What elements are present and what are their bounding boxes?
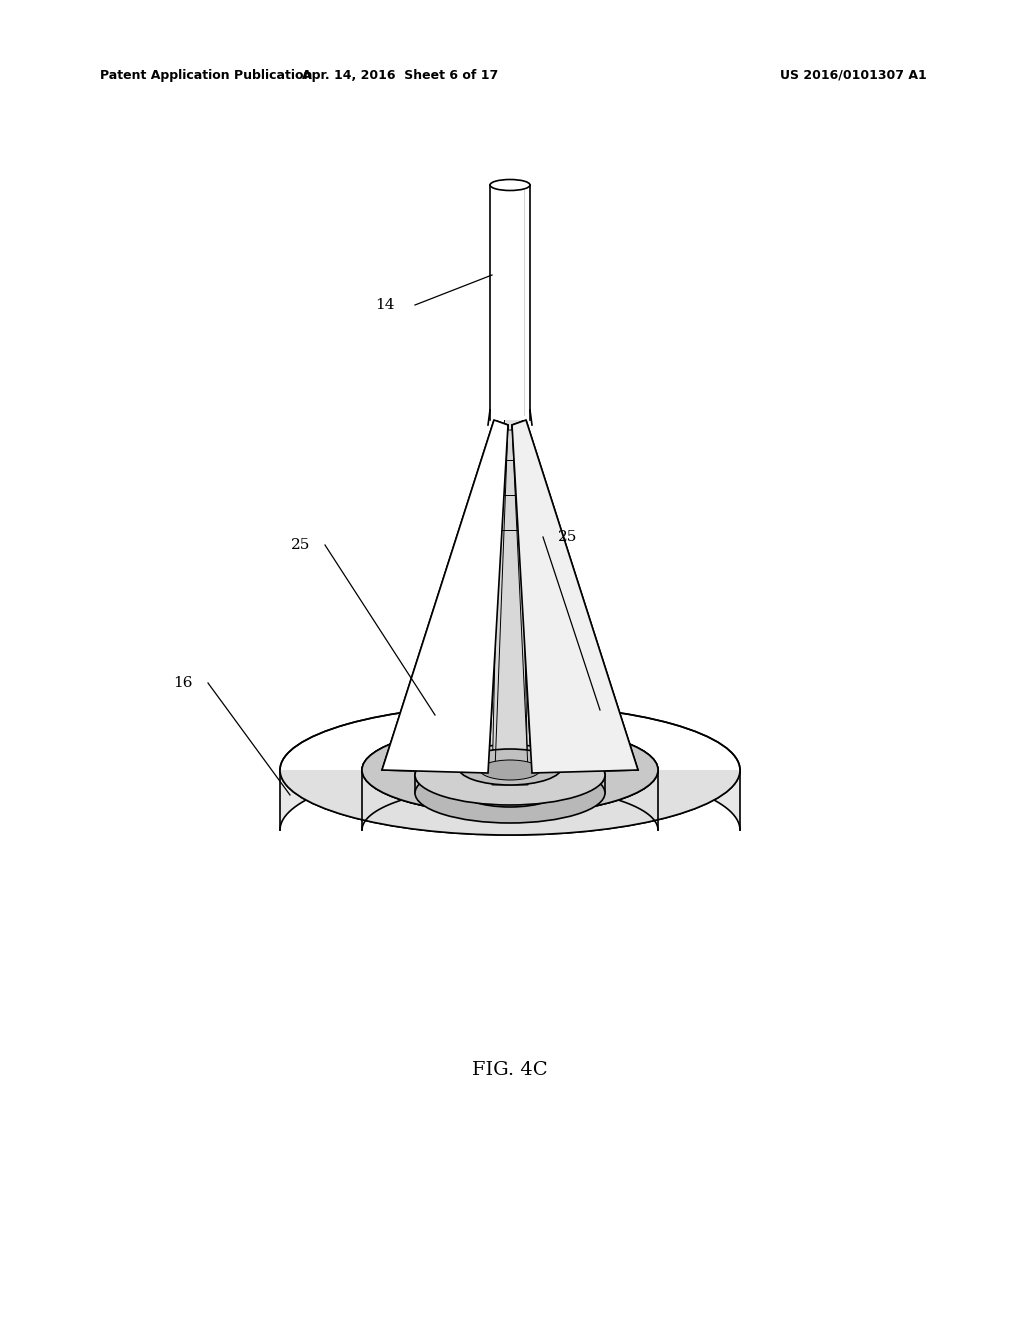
Ellipse shape [458, 748, 562, 785]
Ellipse shape [480, 760, 540, 780]
Ellipse shape [415, 744, 605, 805]
Ellipse shape [458, 771, 562, 807]
Ellipse shape [400, 762, 476, 803]
Ellipse shape [544, 762, 620, 803]
Polygon shape [382, 420, 508, 774]
Ellipse shape [415, 763, 605, 822]
Ellipse shape [415, 744, 605, 805]
Ellipse shape [362, 726, 658, 814]
Text: 14: 14 [376, 298, 395, 312]
Ellipse shape [362, 726, 658, 814]
Text: 25: 25 [558, 531, 578, 544]
Text: 25: 25 [291, 539, 310, 552]
Polygon shape [492, 430, 528, 785]
Text: 16: 16 [173, 676, 193, 690]
Ellipse shape [475, 787, 545, 821]
Polygon shape [280, 770, 740, 836]
Polygon shape [382, 420, 508, 774]
Ellipse shape [458, 748, 562, 785]
Ellipse shape [280, 705, 740, 836]
Polygon shape [280, 766, 740, 830]
Text: Patent Application Publication: Patent Application Publication [100, 69, 312, 82]
Text: FIG. 4C: FIG. 4C [472, 1061, 548, 1078]
Text: Apr. 14, 2016  Sheet 6 of 17: Apr. 14, 2016 Sheet 6 of 17 [302, 69, 498, 82]
Polygon shape [512, 420, 638, 774]
Polygon shape [512, 420, 638, 774]
Polygon shape [478, 414, 558, 763]
Text: US 2016/0101307 A1: US 2016/0101307 A1 [780, 69, 927, 82]
Ellipse shape [480, 760, 540, 780]
Ellipse shape [490, 180, 530, 190]
